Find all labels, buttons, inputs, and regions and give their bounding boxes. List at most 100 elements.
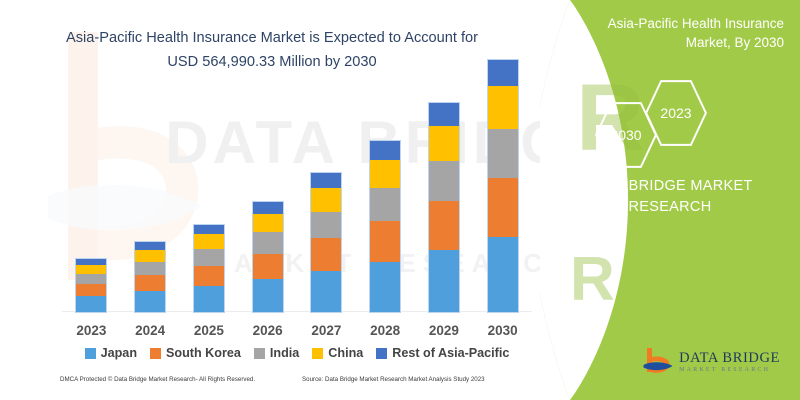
bar-segment[interactable] bbox=[76, 273, 107, 284]
bar-segment[interactable] bbox=[193, 248, 224, 266]
legend-item-rest-of-asia-pacific[interactable]: Rest of Asia-Pacific bbox=[376, 346, 509, 360]
legend-item-china[interactable]: China bbox=[312, 346, 363, 360]
x-axis-label-2028: 2028 bbox=[370, 323, 401, 338]
bar-segment[interactable] bbox=[311, 188, 342, 212]
svg-text:R: R bbox=[570, 245, 615, 314]
green-panel-shape: R R bbox=[540, 0, 800, 400]
legend-label: China bbox=[328, 346, 364, 360]
bar-segment[interactable] bbox=[252, 253, 283, 280]
x-axis-label-2029: 2029 bbox=[428, 323, 459, 338]
bar-segment[interactable] bbox=[252, 213, 283, 233]
bar-column-2027[interactable] bbox=[310, 172, 343, 313]
green-panel-title: Asia-Pacific Health Insurance Market, By… bbox=[572, 14, 784, 52]
bar-segment[interactable] bbox=[193, 233, 224, 249]
x-axis-label-2025: 2025 bbox=[193, 323, 224, 338]
bar-segment[interactable] bbox=[135, 250, 166, 262]
bar-segment[interactable] bbox=[252, 232, 283, 254]
legend-item-india[interactable]: India bbox=[253, 346, 300, 360]
page-title-line2: USD 564,990.33 Million by 2030 bbox=[167, 54, 377, 70]
legend-item-japan[interactable]: Japan bbox=[84, 346, 138, 360]
green-panel-brand-line2: RESEARCH bbox=[628, 199, 712, 215]
bar-segment[interactable] bbox=[428, 201, 459, 251]
bar-segment[interactable] bbox=[428, 125, 459, 161]
hexagon-2023-outline-icon bbox=[645, 80, 707, 146]
bar-segment[interactable] bbox=[487, 86, 518, 129]
watermark-b-logo-icon bbox=[48, 32, 202, 280]
page-title: Asia-Pacific Health Insurance Market is … bbox=[62, 26, 482, 74]
chart-x-axis-labels: 2023 2024 2025 2026 2027 2028 2029 2030 bbox=[62, 316, 532, 338]
x-axis-label-2026: 2026 bbox=[252, 323, 283, 338]
legend-label: Rest of Asia-Pacific bbox=[392, 346, 510, 360]
bar-segment[interactable] bbox=[135, 291, 166, 312]
bar-column-2030[interactable] bbox=[486, 59, 519, 313]
bar-segment[interactable] bbox=[76, 283, 107, 297]
legend-swatch-icon bbox=[376, 347, 388, 359]
bar-segment[interactable] bbox=[193, 265, 224, 287]
legend-swatch-icon bbox=[150, 347, 162, 359]
green-side-panel: R R Asia-Pacific Health Insurance Market… bbox=[540, 0, 800, 400]
brand-logo: DATA BRIDGE MARKET RESEARCH bbox=[643, 346, 780, 378]
hexagon-2030: 2030 bbox=[595, 102, 657, 168]
bar-column-2023[interactable] bbox=[75, 257, 108, 313]
bar-segment[interactable] bbox=[76, 264, 107, 274]
legend-swatch-icon bbox=[84, 347, 96, 359]
stacked-bar-chart bbox=[62, 59, 532, 313]
bar-segment[interactable] bbox=[487, 60, 518, 87]
legend-label: India bbox=[269, 346, 300, 360]
green-panel-brand-line1: DATA BRIDGE MARKET bbox=[587, 178, 753, 194]
bar-segment[interactable] bbox=[370, 261, 401, 312]
x-axis-label-2027: 2027 bbox=[311, 323, 342, 338]
bar-column-2029[interactable] bbox=[427, 101, 460, 313]
bar-column-2024[interactable] bbox=[134, 241, 167, 313]
bar-segment[interactable] bbox=[135, 274, 166, 292]
green-panel-title-line2: Market, By 2030 bbox=[685, 35, 784, 50]
brand-logo-text: DATA BRIDGE MARKET RESEARCH bbox=[679, 351, 780, 374]
bar-column-2028[interactable] bbox=[369, 140, 402, 313]
bar-segment[interactable] bbox=[370, 141, 401, 160]
bar-segment[interactable] bbox=[311, 173, 342, 189]
page-title-line1: Asia-Pacific Health Insurance Market is … bbox=[65, 30, 479, 46]
legend-label: South Korea bbox=[166, 346, 241, 360]
bar-segment[interactable] bbox=[370, 188, 401, 222]
bar-segment[interactable] bbox=[252, 201, 283, 214]
bar-segment[interactable] bbox=[487, 237, 518, 312]
bar-segment[interactable] bbox=[193, 286, 224, 312]
bar-segment[interactable] bbox=[193, 224, 224, 234]
bar-segment[interactable] bbox=[311, 211, 342, 239]
hexagon-2023-label: 2023 bbox=[660, 105, 692, 121]
bar-segment[interactable] bbox=[252, 279, 283, 312]
legend-swatch-icon bbox=[253, 347, 265, 359]
bar-segment[interactable] bbox=[370, 159, 401, 189]
brand-logo-tagline: MARKET RESEARCH bbox=[679, 367, 771, 374]
hexagon-2023: 2023 bbox=[645, 80, 707, 146]
legend-label: Japan bbox=[100, 346, 138, 360]
green-panel-brand: DATA BRIDGE MARKET RESEARCH bbox=[550, 176, 790, 218]
legend-item-south-korea[interactable]: South Korea bbox=[150, 346, 241, 360]
x-axis-label-2024: 2024 bbox=[135, 323, 166, 338]
footer-copyright: DMCA Protected © Data Bridge Market Rese… bbox=[60, 376, 256, 383]
bar-segment[interactable] bbox=[311, 270, 342, 312]
x-axis-label-2023: 2023 bbox=[76, 323, 107, 338]
bar-segment[interactable] bbox=[428, 102, 459, 126]
bar-segment[interactable] bbox=[428, 250, 459, 312]
bar-segment[interactable] bbox=[135, 261, 166, 275]
hexagon-2030-label: 2030 bbox=[610, 127, 642, 143]
bar-segment[interactable] bbox=[370, 221, 401, 262]
hexagon-2030-outline-icon bbox=[595, 102, 657, 168]
bar-segment[interactable] bbox=[311, 238, 342, 271]
green-panel-title-line1: Asia-Pacific Health Insurance bbox=[607, 16, 784, 31]
bar-segment[interactable] bbox=[428, 160, 459, 202]
bar-column-2025[interactable] bbox=[192, 223, 225, 313]
chart-plot-area bbox=[62, 59, 532, 313]
bar-column-2026[interactable] bbox=[251, 200, 284, 313]
brand-logo-mark-icon bbox=[643, 346, 673, 378]
bar-segment[interactable] bbox=[487, 177, 518, 238]
svg-text:R: R bbox=[576, 65, 645, 171]
bar-segment[interactable] bbox=[76, 258, 107, 265]
bar-segment[interactable] bbox=[76, 296, 107, 312]
chart-legend: Japan South Korea India China Rest of Asia-P… bbox=[62, 346, 532, 360]
chart-baseline bbox=[62, 311, 532, 312]
bar-segment[interactable] bbox=[487, 128, 518, 178]
bar-segment[interactable] bbox=[135, 242, 166, 251]
